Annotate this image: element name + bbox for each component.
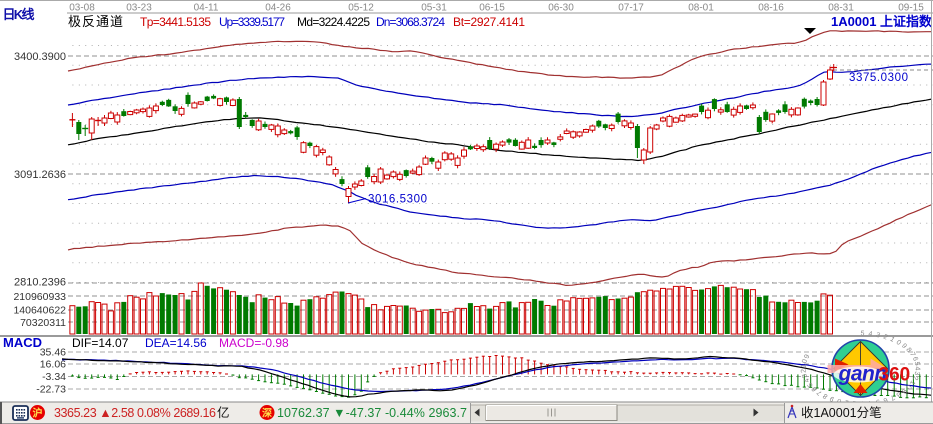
svg-text:3: 3: [913, 371, 920, 376]
svg-text:03-08: 03-08: [69, 3, 95, 14]
svg-text:2: 2: [800, 369, 807, 373]
svg-text:06-15: 06-15: [479, 3, 505, 14]
svg-text:04-11: 04-11: [194, 3, 219, 14]
svg-text:10762.37 ▼-47.37 -0.44% 2963.7: 10762.37 ▼-47.37 -0.44% 2963.7: [277, 406, 467, 420]
svg-text:08-16: 08-16: [758, 3, 784, 14]
svg-text:0: 0: [801, 359, 809, 364]
svg-text:4: 4: [868, 331, 873, 339]
svg-text:360: 360: [879, 365, 911, 386]
svg-text:深: 深: [262, 407, 272, 420]
svg-text:2810.2396: 2810.2396: [14, 277, 66, 289]
svg-text:3400.3900: 3400.3900: [14, 51, 66, 63]
svg-text:05-12: 05-12: [348, 3, 374, 14]
svg-text:9: 9: [900, 387, 908, 395]
svg-text:亿: 亿: [217, 405, 230, 420]
svg-text:-22.73: -22.73: [36, 384, 66, 396]
svg-text:7: 7: [908, 351, 916, 358]
svg-text:9: 9: [900, 343, 908, 351]
svg-text:1: 1: [908, 379, 916, 386]
svg-text:04-26: 04-26: [265, 3, 291, 14]
svg-text:0: 0: [904, 383, 912, 390]
svg-text:收1A0001分笔: 收1A0001分笔: [801, 405, 882, 420]
svg-text:03-23: 03-23: [126, 3, 152, 14]
svg-text:6: 6: [911, 356, 919, 362]
svg-text:35.46: 35.46: [40, 347, 66, 359]
svg-text:Md=3224.4225: Md=3224.4225: [297, 15, 370, 29]
svg-text:极反通道: 极反通道: [68, 14, 123, 29]
svg-text:09-15: 09-15: [898, 3, 924, 14]
svg-text:05-31: 05-31: [421, 3, 447, 14]
svg-text:4: 4: [914, 367, 921, 371]
svg-text:16.06: 16.06: [40, 359, 66, 371]
svg-text:2: 2: [882, 333, 889, 341]
svg-text:沪: 沪: [33, 407, 43, 420]
svg-text:5: 5: [860, 330, 864, 337]
svg-text:5: 5: [807, 381, 815, 388]
svg-text:6: 6: [811, 385, 819, 392]
svg-text:1: 1: [800, 364, 807, 368]
svg-text:07-17: 07-17: [618, 3, 644, 14]
svg-text:5: 5: [875, 397, 881, 405]
svg-text:Dn=3068.3724: Dn=3068.3724: [376, 15, 445, 29]
svg-text:3: 3: [875, 332, 881, 340]
svg-text:210960933: 210960933: [13, 291, 66, 303]
svg-text:3375.0300: 3375.0300: [849, 72, 908, 84]
svg-text:5: 5: [913, 361, 920, 366]
svg-text:Up=3339.5177: Up=3339.5177: [219, 15, 285, 29]
svg-text:MACD=-0.98: MACD=-0.98: [219, 336, 289, 350]
svg-text:2: 2: [911, 375, 919, 381]
svg-text:8: 8: [894, 390, 902, 398]
svg-text:7: 7: [816, 389, 824, 397]
svg-text:8: 8: [822, 392, 829, 400]
svg-text:Tp=3441.5135: Tp=3441.5135: [140, 15, 211, 29]
svg-text:1: 1: [889, 336, 896, 344]
svg-text:-3.34: -3.34: [42, 371, 66, 383]
svg-text:6: 6: [882, 396, 889, 404]
svg-text:日K线: 日K线: [3, 7, 35, 22]
svg-text:1A0001 上证指数: 1A0001 上证指数: [831, 14, 933, 29]
svg-text:3365.23 ▲2.58 0.08% 2689.16: 3365.23 ▲2.58 0.08% 2689.16: [54, 406, 216, 420]
svg-text:9: 9: [803, 354, 811, 360]
svg-text:08-01: 08-01: [688, 3, 714, 14]
svg-text:3016.5300: 3016.5300: [368, 194, 427, 206]
svg-text:Bt=2927.4141: Bt=2927.4141: [453, 15, 525, 29]
svg-text:3091.2636: 3091.2636: [14, 169, 66, 181]
svg-text:MACD: MACD: [3, 335, 42, 350]
svg-text:3: 3: [801, 373, 809, 378]
svg-text:9: 9: [829, 394, 836, 402]
svg-text:DEA=14.56: DEA=14.56: [145, 336, 207, 350]
svg-text:8: 8: [904, 347, 912, 354]
svg-text:06-30: 06-30: [548, 3, 574, 14]
svg-text:4: 4: [803, 377, 811, 383]
svg-text:gann: gann: [838, 363, 887, 386]
svg-text:0: 0: [836, 396, 842, 404]
svg-text:140640622: 140640622: [13, 305, 66, 317]
svg-text:0: 0: [895, 339, 903, 347]
svg-text:08-31: 08-31: [828, 3, 854, 14]
svg-text:70320311: 70320311: [20, 317, 66, 329]
svg-text:DIF=14.07: DIF=14.07: [72, 336, 129, 350]
svg-text:7: 7: [888, 393, 895, 401]
